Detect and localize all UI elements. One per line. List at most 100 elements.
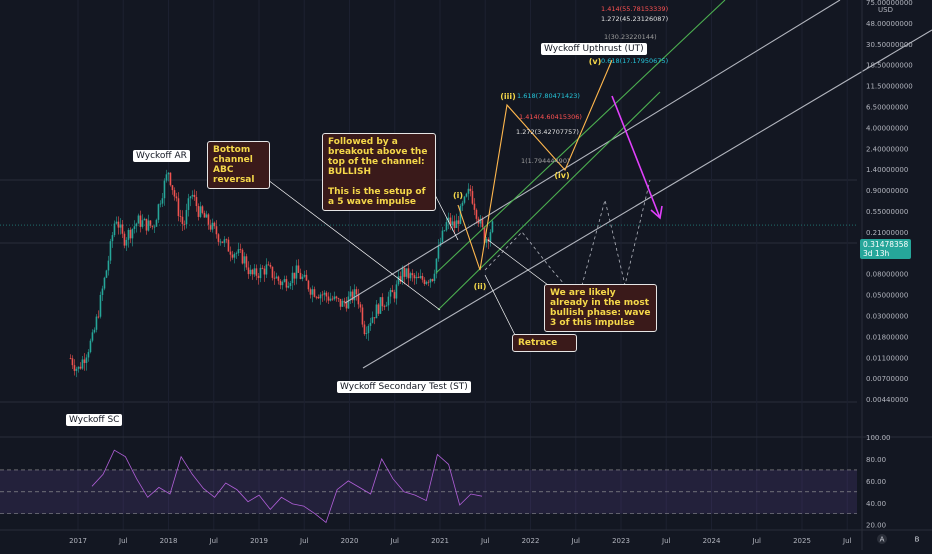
candle-body xyxy=(205,214,208,218)
fib-level-label: 0.618(17.17950675) xyxy=(601,57,668,65)
time-tick-label: 2024 xyxy=(703,537,721,545)
candle-body xyxy=(201,206,204,213)
candle-body xyxy=(351,291,354,301)
price-tick-label: 0.21000000 xyxy=(866,229,908,237)
candle-body xyxy=(447,217,450,223)
candle-body xyxy=(297,265,300,273)
candle-body xyxy=(109,241,112,261)
candle-body xyxy=(81,359,84,369)
breakout-callout: Followed by a breakout above the top of … xyxy=(322,133,436,211)
candle-body xyxy=(187,198,190,210)
channel-bottom-line xyxy=(362,29,932,369)
price-tick-label: 0.00700000 xyxy=(866,375,908,383)
candle-body xyxy=(369,322,372,326)
candle-body xyxy=(223,239,226,243)
candle-body xyxy=(173,190,176,197)
candle-body xyxy=(161,198,164,204)
candle-body xyxy=(177,198,180,217)
candle-body xyxy=(319,294,322,299)
wave-label: (iii) xyxy=(500,92,516,101)
candle-body xyxy=(171,185,174,191)
time-tick-label: Jul xyxy=(299,537,309,545)
candle-body xyxy=(373,317,376,319)
candle-body xyxy=(213,222,216,227)
price-axis[interactable]: 75.00000000 48.00000000 30.50000000 18.5000… xyxy=(861,0,913,550)
candle-body xyxy=(99,294,102,317)
candle-body xyxy=(313,289,316,297)
candle-body xyxy=(227,239,230,252)
candle-body xyxy=(409,273,412,279)
elliott-wave-path xyxy=(457,59,613,271)
candle-body xyxy=(221,241,224,243)
time-tick-label: Jul xyxy=(661,537,671,545)
candle-body xyxy=(433,273,436,281)
candle-body xyxy=(431,279,434,281)
fan-line-upper xyxy=(435,0,726,274)
price-tick-label: 0.08000000 xyxy=(866,271,908,279)
candle-body xyxy=(479,218,482,224)
time-tick-label: 2023 xyxy=(612,537,630,545)
candle-body xyxy=(287,285,290,288)
candle-body xyxy=(465,193,468,197)
candle-body xyxy=(335,296,338,299)
candle-body xyxy=(285,279,288,288)
candle-body xyxy=(427,281,430,283)
price-tick-label: 30.50000000 xyxy=(866,41,913,49)
candle-body xyxy=(471,191,474,204)
candle-body xyxy=(311,289,314,295)
candle-body xyxy=(279,280,282,286)
candle-body xyxy=(491,221,494,233)
fib-level-label: 1.272(3.42707757) xyxy=(516,128,579,136)
callout-pointer-channel xyxy=(267,179,441,311)
candle-body xyxy=(189,196,192,199)
candle-body xyxy=(299,272,302,279)
currency-label: USD xyxy=(878,6,893,14)
candle-body xyxy=(461,202,464,206)
candle-body xyxy=(303,274,306,277)
candle-body xyxy=(271,266,274,278)
candle-body xyxy=(241,249,244,264)
price-tick-label: 0.05000000 xyxy=(866,292,908,300)
candle-body xyxy=(133,226,136,229)
wyckoff-ar-label: Wyckoff AR xyxy=(133,150,190,162)
candle-body xyxy=(481,218,484,228)
candle-body xyxy=(111,235,114,242)
price-tick-label: 0.01800000 xyxy=(866,333,908,341)
candle-body xyxy=(401,267,404,282)
time-axis[interactable]: 2017 Jul 2018 Jul 2019 Jul 2020 Jul 2021 Jul 2022 J… xyxy=(0,529,932,545)
candle-body xyxy=(283,279,286,282)
wyckoff-st-label: Wyckoff Secondary Test (ST) xyxy=(337,381,471,393)
candle-body xyxy=(247,267,250,275)
candle-body xyxy=(425,281,428,284)
time-tick-label: Jul xyxy=(390,537,400,545)
candle-body xyxy=(193,194,196,198)
price-tick-label: 0.03000000 xyxy=(866,313,908,321)
time-tick-label: Jul xyxy=(480,537,490,545)
candle-body xyxy=(429,279,432,283)
candle-body xyxy=(141,220,144,227)
candle-body xyxy=(105,270,108,278)
osc-tick-label: 60.00 xyxy=(866,478,886,486)
candle-body xyxy=(417,276,420,278)
candle-body xyxy=(483,227,486,243)
candle-body xyxy=(331,298,334,300)
time-tick-label: 2021 xyxy=(431,537,449,545)
last-price-countdown: 3d 13h xyxy=(863,249,890,258)
candle-body xyxy=(245,256,248,268)
chart-settings-label: B xyxy=(915,536,920,544)
projection-arrow xyxy=(611,95,661,219)
candle-body xyxy=(455,220,458,229)
candle-body xyxy=(281,281,284,286)
candle-body xyxy=(347,296,350,309)
candle-body xyxy=(203,212,206,218)
candle-body xyxy=(377,304,380,314)
candle-body xyxy=(473,203,476,210)
candle-body xyxy=(251,269,254,275)
osc-tick-label: 20.00 xyxy=(866,522,886,530)
candle-body xyxy=(363,324,366,335)
last-price-value: 0.31478358 xyxy=(863,240,909,249)
candle-body xyxy=(163,180,166,199)
candle-body xyxy=(273,277,276,279)
